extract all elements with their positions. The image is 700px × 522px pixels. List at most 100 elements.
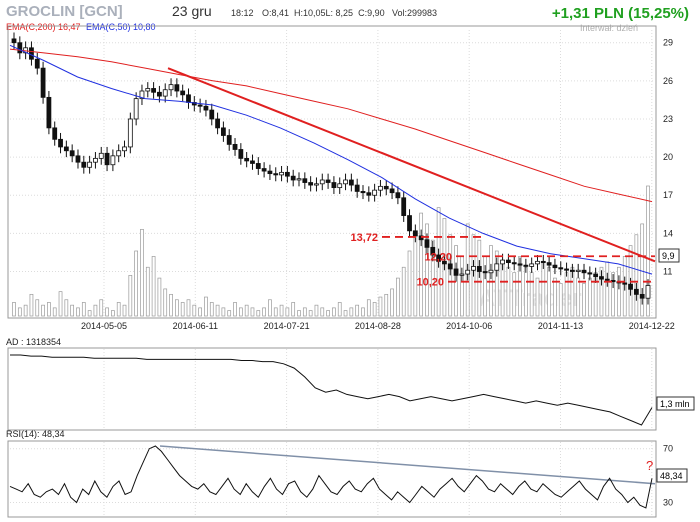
candle-body [273,173,279,176]
candle-body [220,127,226,136]
rsi-title: RSI(14): 48,34 [6,429,65,439]
candle-body [424,239,430,248]
candle-body [471,266,476,271]
volume-bar [198,307,202,317]
candle-body [343,179,348,185]
candle-body [58,138,63,148]
support-levels: 13,72 12,20 10,20 [350,232,655,289]
volume-bar [238,307,243,317]
candle-body [98,152,104,159]
volume-bar [279,304,284,317]
x-tick-label: 2014-06-11 [173,321,218,331]
candle-body [494,263,500,271]
volume-bar [52,307,57,317]
volume-bar [76,307,80,317]
candle-body [407,215,412,232]
candle-body [209,109,215,120]
rsi-last-box [656,468,688,483]
candle-body [500,259,505,265]
volume-bar [111,310,115,317]
x-tick-label: 2014-12-22 [629,321,675,331]
candle-body [104,152,110,166]
candle-body [11,38,17,44]
volume-bar [617,266,621,317]
candle-body [529,263,535,267]
volume-bar [64,299,69,317]
candle-body [599,276,604,280]
candle-body [232,143,238,150]
volume-bar [326,310,330,317]
candle-body [63,146,69,152]
y-tick-label: 26 [663,76,673,86]
volume-bar [413,234,418,317]
volume-bar [634,234,639,317]
candle-body [366,192,372,196]
candle-body [215,118,220,129]
volume-bar [390,288,394,317]
volume-bar [384,293,389,317]
volume-bar [308,310,313,317]
volume-bar [541,261,546,317]
candle-body [261,168,267,172]
volume-bar [175,299,179,317]
candle-body [459,273,465,276]
candle-body [157,91,162,97]
candle-body [244,157,250,162]
candle-body [17,42,23,54]
candle-body [284,171,290,177]
volume-label: Vol:299983 [392,8,437,18]
volume-bar [12,302,16,317]
volume-bar [646,185,650,317]
x-tick-label: 2014-07-21 [264,321,310,331]
x-tick-label: 2014-08-28 [355,321,401,331]
candle-body [354,184,360,192]
volume-bar [611,272,615,317]
candle-body [372,189,378,196]
last-price-label: 9,9 [662,251,675,261]
candle-body [93,157,98,163]
volume-bar [244,304,249,317]
volume-bar [233,302,237,317]
ad-grid [103,349,653,429]
rsi-y-tick-label: 70 [663,444,673,454]
candle-body [116,150,122,157]
ema50-line [9,44,653,275]
price-candles [11,32,651,305]
candle-body [308,182,314,186]
volume-bar [70,304,75,317]
ticker-title: GROCLIN [GCN] [6,3,123,20]
price-panel-frame [7,25,657,319]
volume-bar [430,239,435,317]
candle-body [162,89,168,97]
rsi-line [9,445,653,509]
volume-bar [518,256,522,317]
volume-bar [180,302,185,317]
volume-bar [524,266,528,317]
volume-bar [41,304,45,317]
candle-body [389,188,395,194]
volume-bar [145,266,150,317]
candle-body [81,161,87,168]
volume-bar [23,304,28,317]
candle-body [255,163,261,169]
candle-body [29,47,34,60]
candle-body [279,171,284,176]
candle-body [331,182,337,189]
support-level-label: 12,20 [424,251,452,263]
candle-body [442,260,447,265]
candle-body [314,183,319,186]
y-tick-label: 17 [663,190,673,200]
candle-body [587,272,593,275]
volume-bar [256,310,261,317]
volume-bar [605,261,610,317]
volume-bar [285,307,290,317]
volume-bar [407,250,412,317]
candle-body [34,58,40,69]
candle-body [378,185,383,191]
support-level-label: 13,72 [350,232,378,244]
candle-body [383,185,389,190]
volume-bar [477,239,482,317]
x-tick-label: 2014-11-13 [538,321,583,331]
candle-body [593,273,599,277]
